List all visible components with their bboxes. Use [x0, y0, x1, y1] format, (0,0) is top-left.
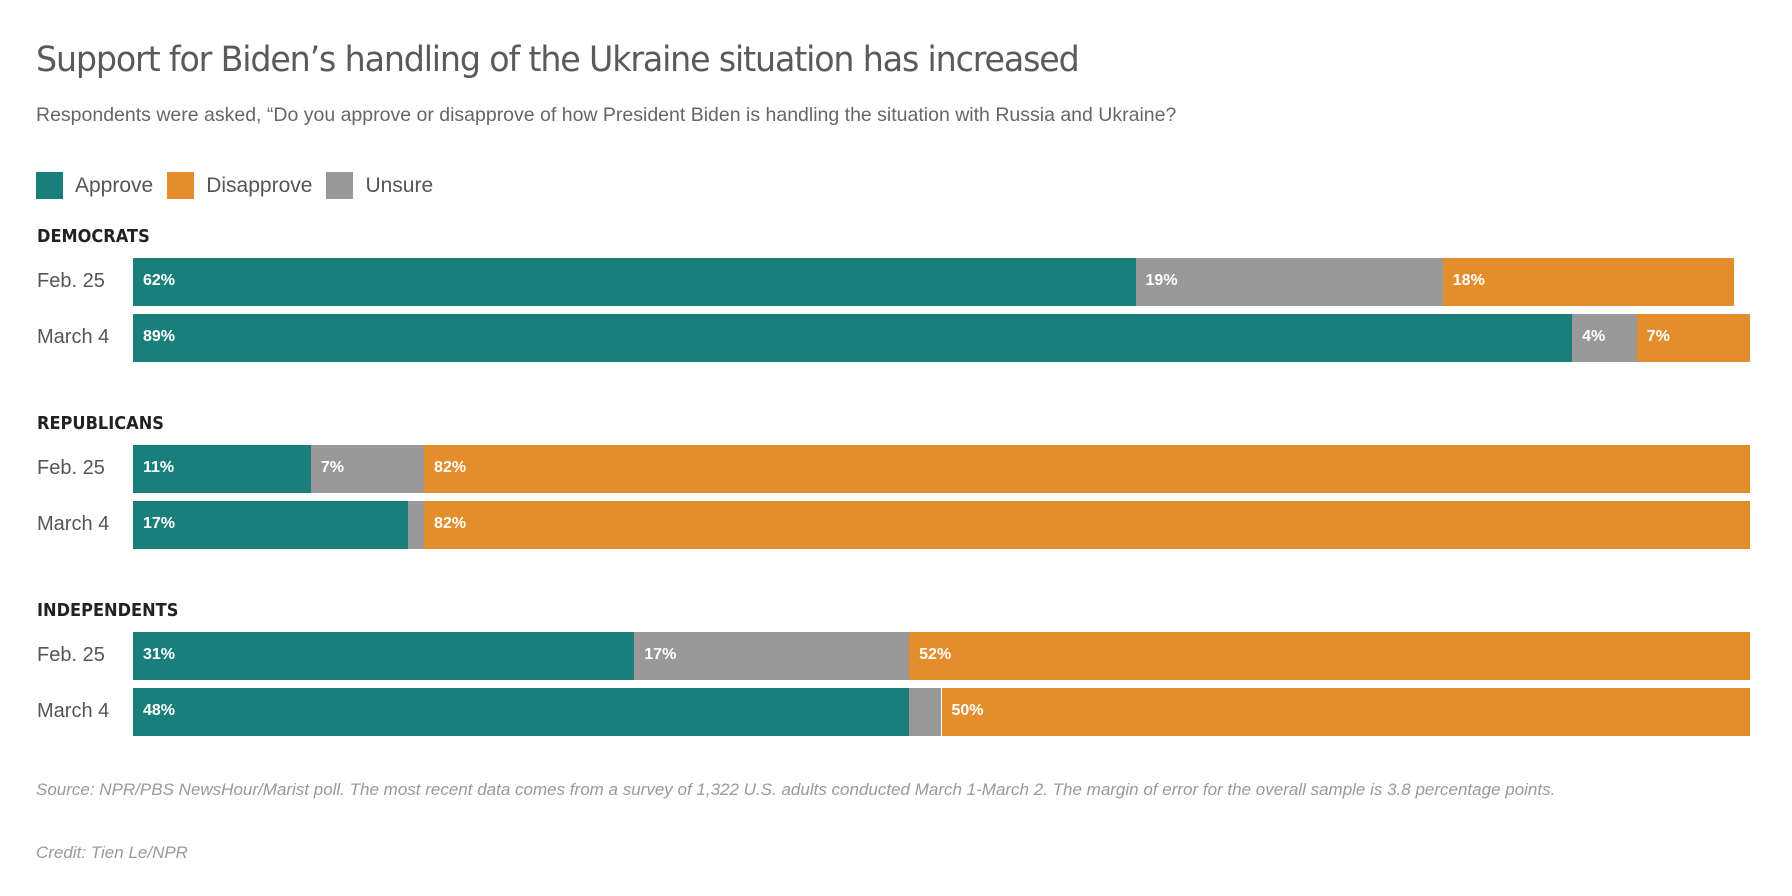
bar-segment-disapprove: 82%	[424, 445, 1750, 493]
credit-note: Credit: Tien Le/NPR	[36, 843, 188, 862]
row-label: March 4	[37, 326, 110, 348]
legend-item-disapprove: Disapprove	[167, 172, 312, 199]
row-label: March 4	[37, 700, 110, 722]
legend-item-approve: Approve	[36, 172, 153, 199]
group-heading: DEMOCRATS	[37, 226, 150, 247]
bar-segment-unsure: 19%	[1135, 258, 1443, 306]
stacked-bar: 17% 82%	[133, 501, 1750, 549]
bar-segment-unsure: 7%	[310, 445, 425, 493]
data-label: 82%	[434, 459, 467, 476]
group-heading: INDEPENDENTS	[37, 600, 179, 621]
row-label: March 4	[37, 513, 110, 535]
source-note: Source: NPR/PBS NewsHour/Marist poll. Th…	[36, 780, 1556, 799]
legend-label: Unsure	[365, 173, 434, 197]
group-heading: REPUBLICANS	[37, 413, 164, 434]
bar-segment-unsure: 17%	[634, 632, 910, 680]
stacked-bar: 11% 7% 82%	[133, 445, 1750, 493]
legend-swatch-approve	[36, 172, 63, 199]
bar-segment-approve: 48%	[133, 688, 910, 736]
chart-title: Support for Biden’s handling of the Ukra…	[36, 40, 1080, 80]
bar-segment-approve: 62%	[133, 258, 1136, 306]
stacked-bar: 48% 50%	[133, 688, 1750, 736]
data-label: 82%	[434, 515, 467, 532]
data-label: 48%	[143, 702, 176, 719]
row-label: Feb. 25	[37, 270, 105, 292]
bar-segment-unsure: 4%	[1572, 314, 1637, 362]
data-label: 50%	[951, 702, 984, 719]
bar-segment-disapprove: 50%	[941, 688, 1750, 736]
bar-segment-disapprove: 52%	[909, 632, 1750, 680]
data-label: 62%	[143, 272, 176, 289]
bar-segment-approve: 11%	[133, 445, 311, 493]
data-label: 11%	[143, 459, 175, 476]
bar-segment-approve: 31%	[133, 632, 635, 680]
bar-segment-unsure	[909, 688, 942, 736]
legend-item-unsure: Unsure	[326, 172, 433, 199]
row-label: Feb. 25	[37, 457, 105, 479]
legend-label: Disapprove	[206, 173, 313, 197]
bar-segment-disapprove: 82%	[424, 501, 1750, 549]
data-label: 19%	[1145, 272, 1178, 289]
legend-label: Approve	[75, 173, 154, 197]
legend-swatch-disapprove	[167, 172, 195, 199]
chart-subtitle: Respondents were asked, “Do you approve …	[36, 104, 1177, 126]
data-label: 52%	[919, 646, 952, 663]
data-label: 4%	[1582, 328, 1606, 345]
stacked-bar: 31% 17% 52%	[133, 632, 1750, 680]
legend-swatch-unsure	[326, 172, 354, 199]
data-label: 18%	[1452, 272, 1485, 289]
data-label: 7%	[1646, 328, 1670, 345]
bar-segment-approve: 89%	[133, 314, 1573, 362]
stacked-bar: 89% 4% 7%	[133, 314, 1750, 362]
data-label: 89%	[143, 328, 176, 345]
data-label: 17%	[143, 515, 176, 532]
data-label: 17%	[644, 646, 677, 663]
bar-segment-unsure	[407, 501, 425, 549]
row-label: Feb. 25	[37, 644, 105, 666]
bar-segment-disapprove: 7%	[1636, 314, 1750, 362]
data-label: 31%	[143, 646, 176, 663]
legend: Approve Disapprove Unsure	[36, 172, 447, 199]
data-label: 7%	[320, 459, 344, 476]
bar-segment-disapprove: 18%	[1442, 258, 1734, 306]
stacked-bar: 62% 19% 18%	[133, 258, 1750, 306]
bar-segment-approve: 17%	[133, 501, 408, 549]
